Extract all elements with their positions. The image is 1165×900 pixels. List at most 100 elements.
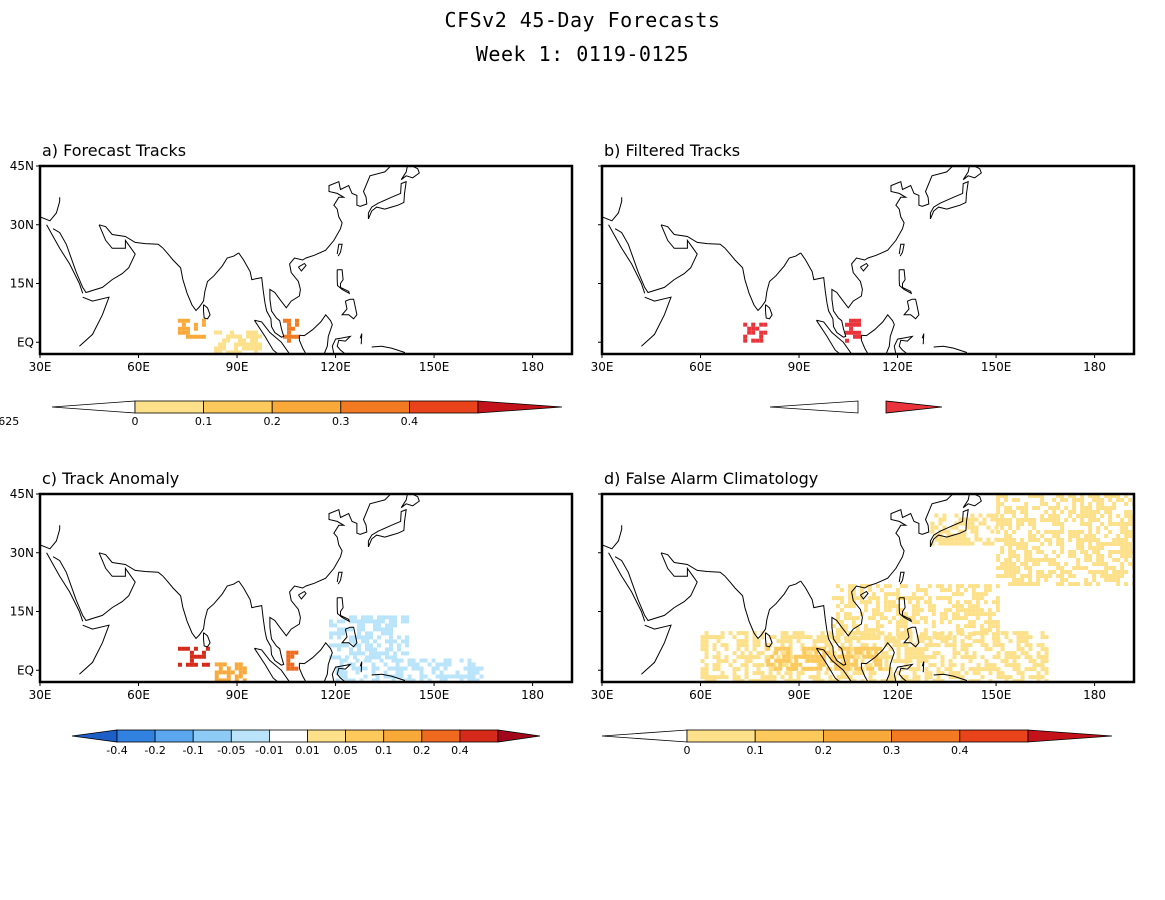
shade-cell (427, 678, 432, 682)
shade-cell (959, 592, 964, 597)
shade-cell (1112, 502, 1117, 506)
shade-cell (1124, 534, 1129, 538)
shade-cell (990, 513, 995, 518)
shade-cell (968, 643, 973, 648)
shade-cell (1004, 562, 1009, 566)
shade-cell (1064, 570, 1069, 574)
shade-cell (860, 671, 865, 676)
shade-cell (859, 584, 864, 589)
shade-cell (852, 679, 857, 682)
shade-cell (943, 636, 948, 641)
shade-cell (892, 639, 897, 644)
shade-cell (740, 655, 745, 660)
shade-cell (1088, 530, 1093, 534)
shade-cell (843, 624, 848, 629)
shade-cell (987, 624, 992, 629)
shade-cell (1040, 494, 1045, 498)
shade-cell (744, 667, 749, 672)
shade-cell (368, 615, 373, 620)
shade-cell (383, 674, 388, 679)
shade-cell (1040, 542, 1045, 546)
shade-cell (996, 506, 1001, 510)
shade-cell (963, 588, 968, 593)
shade-cell (845, 330, 850, 335)
shade-cell (935, 636, 940, 641)
shade-cell (845, 322, 850, 327)
shade-cell (294, 666, 299, 671)
shade-cell (1020, 675, 1025, 680)
shade-cell (399, 674, 404, 679)
shade-cell (1004, 570, 1009, 574)
shade-cell (1024, 635, 1029, 640)
shade-cell (947, 608, 952, 613)
map-area (40, 166, 420, 354)
shade-cell (728, 663, 733, 668)
shade-cell (1100, 542, 1105, 546)
shade-cell (932, 679, 937, 682)
shade-cell (980, 667, 985, 672)
shade-cell (1092, 510, 1097, 514)
shade-cell (1096, 550, 1101, 554)
shade-cell (838, 654, 843, 659)
shade-cell (732, 679, 737, 682)
shade-cell (884, 663, 889, 668)
shade-cell (1024, 667, 1029, 672)
shade-cell (995, 628, 1000, 633)
shade-cell (982, 517, 987, 522)
shade-cell (226, 678, 231, 682)
shade-cell (938, 521, 943, 526)
shade-cell (254, 334, 259, 339)
lon-tick-label: 120E (882, 688, 913, 702)
colorbar-label: -0.01 (255, 744, 283, 757)
shade-cell (287, 334, 292, 339)
shade-cell (736, 655, 741, 660)
shade-cell (1076, 530, 1081, 534)
shade-cell (1124, 558, 1129, 562)
shade-cell (752, 671, 757, 676)
shade-cell (1080, 518, 1085, 522)
shade-cell (1120, 526, 1125, 530)
shade-cell (846, 662, 851, 667)
coastline (608, 224, 646, 294)
coastline (765, 304, 773, 320)
shade-cell (1004, 542, 1009, 546)
shade-cell (835, 604, 840, 609)
shade-cell (1040, 643, 1045, 648)
shade-cell (1012, 679, 1017, 682)
shade-cell (871, 592, 876, 597)
shade-cell (1088, 514, 1093, 518)
shade-cell (908, 679, 913, 682)
shade-cell (371, 678, 376, 682)
shade-cell (201, 318, 206, 323)
shade-cell (1024, 542, 1029, 546)
shade-cell (923, 592, 928, 597)
shade-cell (1124, 530, 1129, 534)
shade-cell (923, 636, 928, 641)
shade-cell (952, 647, 957, 652)
shade-cell (246, 330, 251, 335)
shade-cell (1092, 538, 1097, 542)
shade-cell (704, 667, 709, 672)
shade-cell (975, 584, 980, 589)
shade-cell (874, 662, 879, 667)
shade-cell (932, 635, 937, 640)
shade-cell (343, 670, 348, 675)
colorbar-label: 0.2 (413, 744, 431, 757)
shade-cell (1068, 514, 1073, 518)
shade-cell (971, 608, 976, 613)
shade-cell (348, 627, 353, 632)
shade-cell (962, 521, 967, 526)
shade-cell (1064, 506, 1069, 510)
shade-cell (704, 635, 709, 640)
shade-cell (824, 643, 829, 648)
shade-cell (940, 679, 945, 682)
shade-cell (798, 654, 803, 659)
shade-cell (287, 322, 292, 327)
shade-cell (923, 620, 928, 625)
shade-cell (946, 533, 951, 538)
shade-cell (939, 612, 944, 617)
shade-cell (792, 631, 797, 636)
shade-cell (1044, 518, 1049, 522)
shade-cell (1000, 514, 1005, 518)
coastline (929, 508, 969, 548)
